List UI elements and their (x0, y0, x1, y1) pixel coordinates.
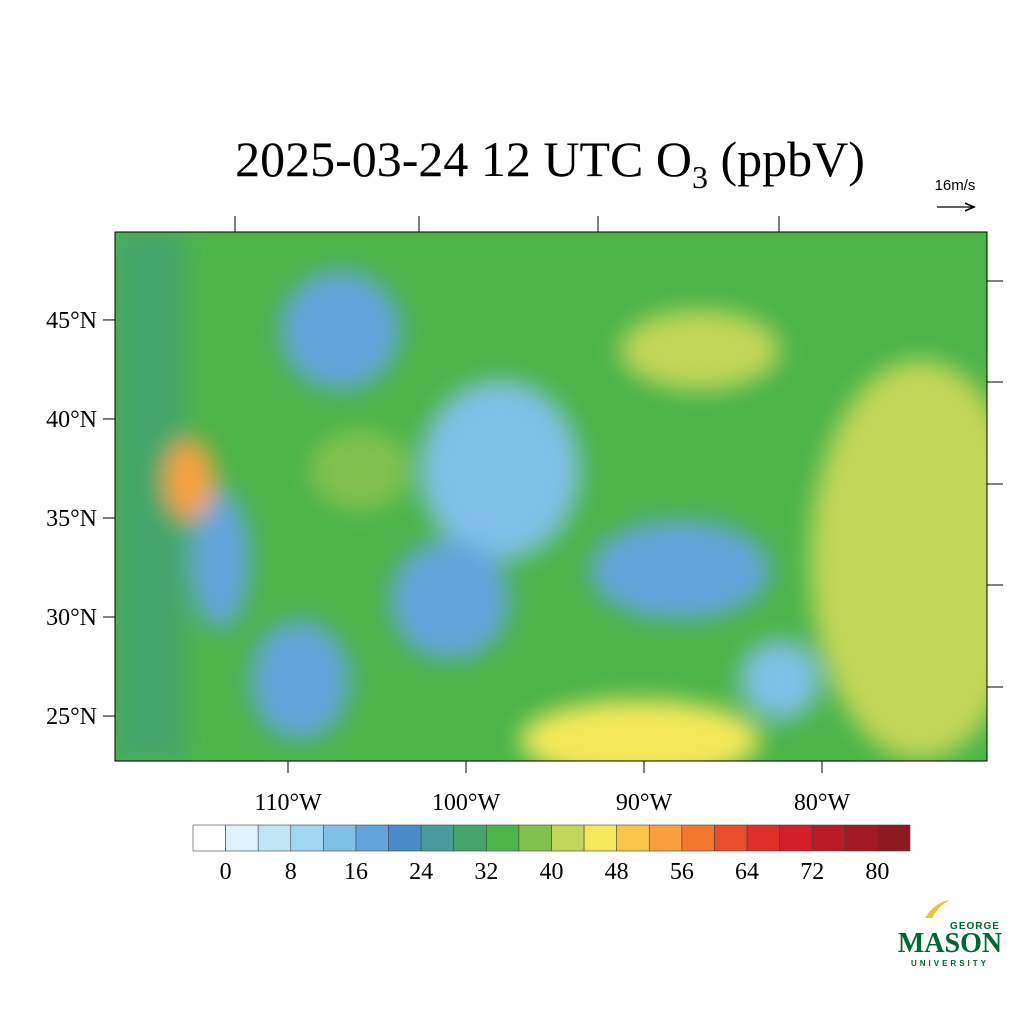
y-tick-label: 30°N (46, 605, 97, 631)
colorbar-box (355, 824, 389, 852)
logo-top: GEORGE (950, 921, 1000, 932)
colorbar-tick-label: 56 (670, 859, 694, 885)
colorbar: 0 8 16 24 32 40 48 56 64 72 80 (192, 824, 911, 885)
colorbar-box (681, 824, 715, 852)
colorbar-box (583, 824, 617, 852)
colorbar-box (779, 824, 813, 852)
colorbar-box (746, 824, 780, 852)
x-tick-label: 110°W (254, 790, 322, 816)
logo-main: MASON (898, 928, 1002, 959)
colorbar-box (453, 824, 487, 852)
colorbar-box (811, 824, 846, 852)
title: 2025-03-24 12 UTC O3 (ppbV) (235, 131, 865, 195)
y-tick-label: 25°N (46, 704, 97, 730)
colorbar-box (225, 824, 259, 852)
colorbar-box (290, 824, 324, 852)
x-tick-label: 100°W (432, 790, 501, 816)
colorbar-box (844, 824, 878, 852)
logo-swoosh (925, 900, 950, 918)
colorbar-box (420, 824, 455, 852)
colorbar-tick-label: 8 (285, 859, 297, 885)
colorbar-tick-label: 80 (865, 859, 889, 885)
wind-reference-label: 16m/s (935, 177, 976, 194)
colorbar-box (192, 824, 226, 852)
colorbar-box (551, 824, 585, 852)
colorbar-box (388, 824, 422, 852)
logo-bottom: UNIVERSITY (911, 959, 989, 968)
x-tick-label: 80°W (794, 790, 851, 816)
title-subscript: 3 (692, 159, 708, 195)
colorbar-box (486, 824, 520, 852)
y-tick-label: 40°N (46, 407, 97, 433)
colorbar-tick-label: 48 (605, 859, 629, 885)
colorbar-tick-label: 40 (540, 859, 564, 885)
colorbar-tick-label: 64 (735, 859, 759, 885)
colorbar-box (257, 824, 292, 852)
title-main: 2025-03-24 12 UTC O (235, 131, 692, 187)
logo: GEORGE MASON UNIVERSITY (898, 900, 1002, 968)
axes: 110°W 100°W 90°W 80°W 25°N 30°N 35°N 40°N 45°N (46, 216, 1003, 816)
colorbar-box (518, 824, 552, 852)
map-field (115, 232, 987, 761)
colorbar-box (323, 824, 357, 852)
colorbar-box (616, 824, 650, 852)
colorbar-tick-label: 24 (409, 859, 433, 885)
colorbar-tick-label: 0 (220, 859, 232, 885)
x-tick-label: 90°W (616, 790, 673, 816)
colorbar-box (877, 824, 911, 852)
colorbar-tick-label: 16 (344, 859, 368, 885)
colorbar-box (714, 824, 748, 852)
title-tail: (ppbV) (708, 131, 865, 187)
y-tick-label: 35°N (46, 506, 97, 532)
colorbar-box (648, 824, 683, 852)
y-tick-label: 45°N (46, 308, 97, 334)
map-frame (114, 231, 988, 762)
colorbar-tick-label: 72 (800, 859, 824, 885)
colorbar-tick-label: 32 (474, 859, 498, 885)
